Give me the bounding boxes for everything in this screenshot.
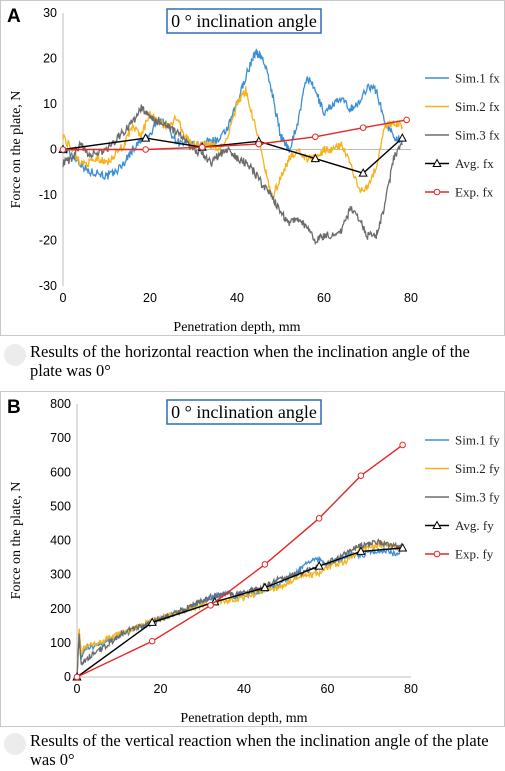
y-tick-label-a-2: -10 <box>39 188 57 202</box>
legend-marker-a-4 <box>433 188 441 196</box>
data-point-a-4-5 <box>359 124 367 131</box>
x-tick-label-b-0: 0 <box>74 682 81 696</box>
title-box-b <box>166 399 322 425</box>
legend-label-b-1: Sim.2 fy <box>455 461 500 476</box>
y-tick-label-b-4: 400 <box>50 534 71 548</box>
caption-b: Results of the vertical reaction when th… <box>30 731 489 769</box>
data-point-b-4-1 <box>148 637 156 645</box>
data-point-a-4-6 <box>403 116 410 124</box>
data-point-b-4-2 <box>207 602 214 609</box>
x-tick-label-a-0: 0 <box>60 291 67 305</box>
chart-panel-b: B 0 100 200 300 400 500 600 700 800 0 20 40 60 80 Penet… <box>0 391 505 727</box>
data-point-a-4-1 <box>142 146 149 153</box>
panel-letter-b: B <box>7 397 21 418</box>
chart-b-svg: B 0 100 200 300 400 500 600 700 800 0 20 40 60 80 Penet… <box>7 397 500 726</box>
x-tick-label-a-2: 40 <box>230 291 244 305</box>
legend-label-b-4: Exp. fy <box>455 547 494 562</box>
y-tick-label-a-3: 0 <box>50 143 57 157</box>
data-point-a-3-1 <box>141 133 151 142</box>
y-tick-label-a-5: 20 <box>43 52 57 66</box>
data-point-b-4-0 <box>73 673 81 681</box>
chart-panel-a: A -30 -20 -10 0 10 20 30 0 20 40 60 80 Penetration de… <box>0 0 505 336</box>
legend-label-a-0: Sim.1 fx <box>455 71 500 86</box>
legend-label-a-4: Exp. fx <box>455 185 494 200</box>
data-point-b-4-5 <box>357 472 365 479</box>
series-line-b-1 <box>76 540 404 680</box>
x-tick-label-b-4: 80 <box>404 682 418 696</box>
panel-letter-a: A <box>7 6 21 27</box>
series-line-b-0 <box>76 546 404 680</box>
x-tick-label-a-1: 20 <box>143 291 157 305</box>
y-tick-label-a-0: -30 <box>39 279 57 293</box>
data-point-b-3-3 <box>260 582 270 592</box>
chart-title-a: 0 ° inclination angle <box>171 11 317 31</box>
x-tick-label-b-3: 60 <box>321 682 335 696</box>
y-tick-label-b-6: 600 <box>50 465 71 479</box>
y-axis-label-b: Force on the plate, N <box>9 482 24 600</box>
series-line-a-0 <box>62 48 403 181</box>
y-axis-label-a: Force on the plate, N <box>9 91 24 209</box>
data-point-b-3-1 <box>147 617 157 626</box>
y-tick-label-b-7: 700 <box>50 431 71 445</box>
series-line-b-2 <box>76 538 404 680</box>
y-tick-label-b-0: 0 <box>64 670 71 684</box>
data-point-b-4-4 <box>315 515 323 522</box>
y-tick-label-a-4: 10 <box>43 97 57 111</box>
data-point-b-4-6 <box>399 441 406 449</box>
data-point-b-3-5 <box>356 546 366 555</box>
data-point-a-4-3 <box>255 140 263 148</box>
x-tick-label-b-1: 20 <box>154 682 168 696</box>
y-tick-label-b-3: 300 <box>50 568 71 582</box>
data-point-b-3-6 <box>398 542 408 552</box>
data-point-a-3-6 <box>397 133 407 142</box>
data-point-a-3-4 <box>310 153 320 163</box>
y-tick-label-b-8: 800 <box>50 397 71 411</box>
legend-label-a-2: Sim.3 fx <box>455 128 500 143</box>
series-line-a-2 <box>62 104 403 246</box>
chart-a-svg: A -30 -20 -10 0 10 20 30 0 20 40 60 80 Penetration de… <box>7 6 500 335</box>
x-axis-label-a: Penetration depth, mm <box>173 320 300 335</box>
title-box-a <box>166 8 322 34</box>
legend-label-a-3: Avg. fx <box>455 156 494 171</box>
legend-label-b-2: Sim.3 fy <box>455 490 500 505</box>
y-tick-label-b-1: 100 <box>50 636 71 650</box>
legend-marker-b-4 <box>433 550 441 558</box>
data-point-b-4-3 <box>261 561 269 568</box>
data-point-a-4-4 <box>312 133 319 141</box>
x-tick-label-a-3: 60 <box>317 291 331 305</box>
caption-b-bullet <box>4 733 26 755</box>
chart-title-b: 0 ° inclination angle <box>171 402 317 422</box>
legend-marker-a-3 <box>432 158 442 167</box>
legend-marker-b-3 <box>432 520 442 529</box>
legend-label-a-1: Sim.2 fx <box>455 99 500 114</box>
data-point-a-4-2 <box>198 143 206 151</box>
x-axis-label-b: Penetration depth, mm <box>180 711 307 726</box>
caption-a-bullet <box>4 344 26 366</box>
series-line-b-3 <box>76 547 403 678</box>
data-point-b-3-4 <box>314 561 324 570</box>
y-tick-label-a-6: 30 <box>43 6 57 20</box>
caption-a: Results of the horizontal reaction when … <box>30 342 470 380</box>
data-point-a-4-0 <box>59 146 67 153</box>
y-tick-label-a-1: -20 <box>39 234 57 248</box>
x-tick-label-a-4: 80 <box>404 291 418 305</box>
y-tick-label-b-2: 200 <box>50 602 71 616</box>
data-point-a-3-5 <box>358 168 368 177</box>
x-tick-label-b-2: 40 <box>237 682 251 696</box>
legend-label-b-0: Sim.1 fy <box>455 433 500 448</box>
y-tick-label-b-5: 500 <box>50 499 71 513</box>
legend-label-b-3: Avg. fy <box>455 518 494 533</box>
